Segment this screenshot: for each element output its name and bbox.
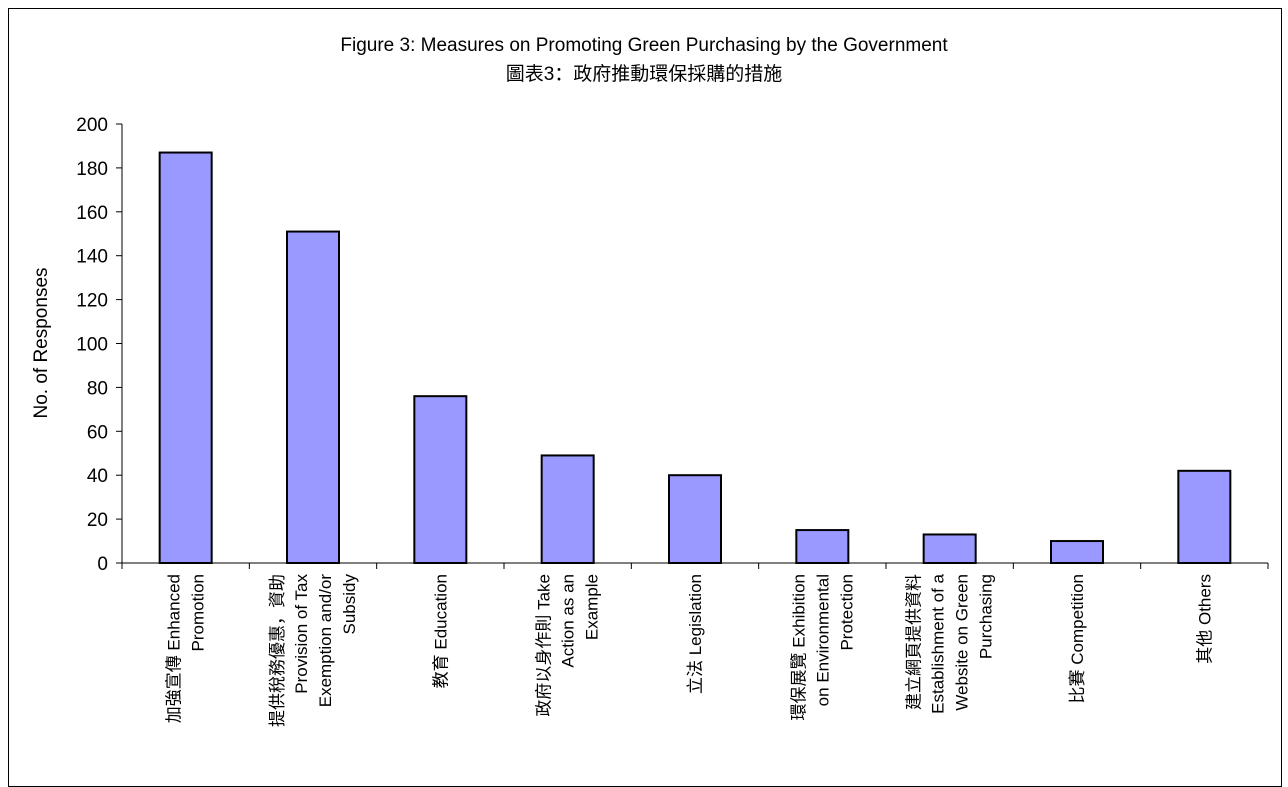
x-tick-label-line: 其他 Others xyxy=(1195,574,1214,664)
bar xyxy=(540,454,595,565)
x-tick-label-line: 立法 Legislation xyxy=(686,574,705,694)
chart-subtitle: 圖表3：政府推動環保採購的措施 xyxy=(506,63,783,85)
x-tick-label-line: Exemption and/or xyxy=(316,574,335,708)
x-tick-label: 立法 Legislation xyxy=(686,574,705,694)
x-tick-label-line: Action as an xyxy=(559,574,578,668)
x-tick-label-line: 比賽 Competition xyxy=(1067,574,1087,703)
x-tick-label: 政府以身作則 Take Action as an Example xyxy=(535,574,602,717)
y-tick-label: 140 xyxy=(76,247,108,268)
x-tick-label: 其他 Others xyxy=(1195,574,1214,664)
y-tick-label: 60 xyxy=(87,422,108,443)
x-tick-label-line: Establishment of a xyxy=(929,573,948,713)
x-tick-label-line: 提供稅務優惠，資助 xyxy=(268,574,287,727)
x-tick-label-line: Subsidy xyxy=(340,574,359,635)
y-axis-label: No. of Responses xyxy=(31,267,52,418)
x-tick-label-line: on Environmental xyxy=(813,574,832,706)
y-tick-label: 120 xyxy=(76,291,108,312)
x-tick-label-line: 建立網頁提供資料 xyxy=(905,574,924,710)
x-tick-label-line: Website on Green xyxy=(953,574,972,711)
x-tick-label-line: 教育 Education xyxy=(431,574,450,688)
y-tick-label: 160 xyxy=(76,203,108,224)
y-tick-label: 180 xyxy=(76,159,108,180)
x-tick-label-line: 加強宣傳 Enhanced xyxy=(165,574,184,723)
y-tick-label: 0 xyxy=(97,554,108,575)
y-tick-label: 200 xyxy=(76,115,108,136)
bar xyxy=(1050,540,1104,564)
plot-area: 0 20 40 60 80 100 120 140 160 180 200 加強宣傳 Enhanced… xyxy=(76,115,1269,727)
x-tick-label-line: Protection xyxy=(837,574,856,651)
x-tick-label: 提供稅務優惠，資助 Provision of Tax Exemption and/o… xyxy=(268,574,359,727)
bar xyxy=(158,151,213,564)
x-tick-label: 環保展覽 Exhibition on Environmental Protectio… xyxy=(789,574,856,720)
bar xyxy=(413,395,468,564)
x-tick-label-line: Example xyxy=(583,574,602,640)
x-tick-label-line: 環保展覽 Exhibition xyxy=(789,574,808,720)
x-tick-label-line: Purchasing xyxy=(977,574,996,659)
chart-frame xyxy=(8,8,1282,787)
x-tick-label: 建立網頁提供資料 Establishment of a Website on Gre… xyxy=(905,573,996,713)
y-tick-label: 100 xyxy=(76,335,108,356)
x-tick-label-line: Promotion xyxy=(189,574,208,651)
bar xyxy=(286,230,340,564)
x-tick-label: 教育 Education xyxy=(431,574,450,688)
y-tick-label: 40 xyxy=(87,466,108,487)
bar xyxy=(795,529,850,565)
bar xyxy=(922,533,977,565)
y-tick-label: 80 xyxy=(87,378,108,399)
bar xyxy=(1177,469,1232,564)
x-tick-label-line: 政府以身作則 Take xyxy=(535,574,554,717)
chart-title: Figure 3: Measures on Promoting Green Pu… xyxy=(340,35,948,56)
x-tick-label: 比賽 Competition xyxy=(1067,574,1087,703)
y-tick-label: 20 xyxy=(87,510,108,531)
bar xyxy=(668,474,722,565)
x-tick-label: 加強宣傳 Enhanced Promotion xyxy=(165,574,208,723)
x-tick-label-line: Provision of Tax xyxy=(292,574,311,694)
